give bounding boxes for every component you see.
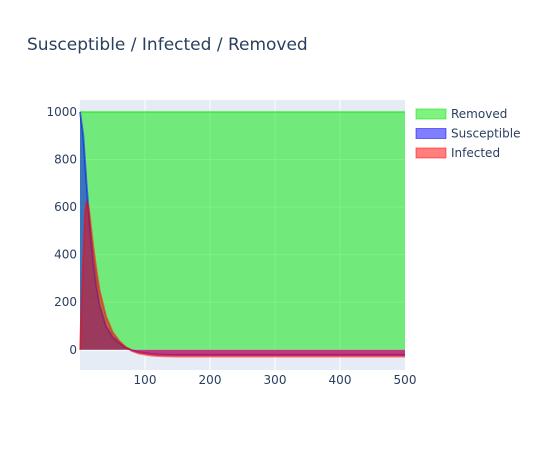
y-axis: 0 200 400 600 800 1000 xyxy=(46,105,77,357)
legend[interactable]: Removed Susceptible Infected xyxy=(416,107,520,160)
legend-swatch xyxy=(416,129,446,139)
x-tick-label: 200 xyxy=(199,373,222,387)
legend-item-removed[interactable]: Removed xyxy=(416,107,507,121)
y-tick-label: 200 xyxy=(54,295,77,309)
y-tick-label: 400 xyxy=(54,248,77,262)
legend-label: Removed xyxy=(451,107,507,121)
legend-item-susceptible[interactable]: Susceptible xyxy=(416,127,520,141)
legend-swatch xyxy=(416,148,446,158)
legend-label: Infected xyxy=(451,146,500,160)
y-tick-label: 0 xyxy=(69,343,77,357)
chart-title: Susceptible / Infected / Removed xyxy=(27,35,308,55)
x-tick-label: 300 xyxy=(264,373,287,387)
x-tick-label: 100 xyxy=(134,373,157,387)
y-tick-label: 600 xyxy=(54,200,77,214)
legend-swatch xyxy=(416,109,446,119)
legend-label: Susceptible xyxy=(451,127,520,141)
legend-item-infected[interactable]: Infected xyxy=(416,146,500,160)
area-series xyxy=(80,112,405,357)
x-tick-label: 400 xyxy=(329,373,352,387)
y-tick-label: 800 xyxy=(54,152,77,166)
y-tick-label: 1000 xyxy=(46,105,77,119)
x-tick-label: 500 xyxy=(394,373,417,387)
area-removed xyxy=(80,112,405,350)
x-axis: 100 200 300 400 500 xyxy=(134,373,417,387)
